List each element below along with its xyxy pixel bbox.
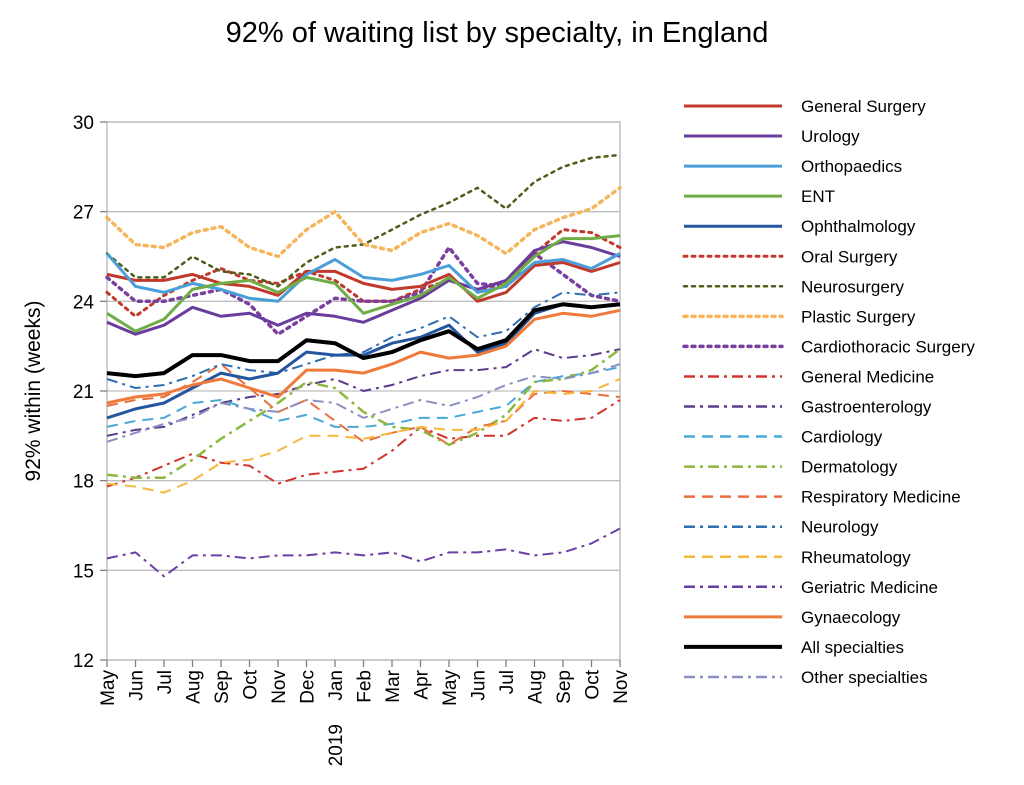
y-tick-label: 30	[73, 113, 94, 134]
x-tick-label: May	[440, 670, 461, 706]
legend-label: Dermatology	[801, 458, 898, 477]
series-line-geriatric-medicine	[106, 527, 621, 578]
series-line-gastroenterology	[106, 348, 621, 437]
y-axis: 12 15 18 21 24 27 30	[73, 113, 107, 672]
x-tick-label: Sep	[212, 670, 233, 704]
legend-label: General Medicine	[801, 367, 934, 386]
chart-title: 92% of waiting list by specialty, in Eng…	[226, 17, 769, 49]
legend-label: Rheumatology	[801, 548, 911, 567]
legend-label: ENT	[801, 187, 835, 206]
legend-label: Other specialties	[801, 668, 928, 687]
x-tick-label: Aug	[526, 670, 547, 704]
y-tick-label: 24	[73, 292, 95, 313]
series-line-plastic-surgery	[105, 186, 622, 259]
legend-label: Orthopaedics	[801, 157, 902, 176]
y-tick-label: 27	[73, 203, 94, 224]
x-tick-label: Jan	[326, 670, 347, 701]
series-line-respiratory-medicine	[106, 363, 621, 446]
series-line-other-specialties	[106, 363, 621, 443]
legend-label: Urology	[801, 127, 860, 146]
x-tick-label: Sep	[554, 670, 575, 704]
series-line-general-surgery	[106, 261, 621, 303]
legend-label: Geriatric Medicine	[801, 578, 938, 597]
x-tick-label: Nov	[611, 670, 632, 704]
legend-label: All specialties	[801, 638, 904, 657]
x-year-label: 2019	[326, 724, 347, 766]
legend-label: Plastic Surgery	[801, 307, 916, 326]
series-line-ent	[106, 234, 621, 333]
legend-label: Cardiology	[801, 428, 883, 447]
legend-label: Oral Surgery	[801, 247, 898, 266]
legend-label: Neurosurgery	[801, 277, 904, 296]
x-tick-label: Mar	[383, 669, 404, 702]
series-line-orthopaedics	[105, 252, 621, 303]
series-line-gynaecology	[106, 308, 621, 405]
legend-label: Respiratory Medicine	[801, 488, 961, 507]
x-tick-label: Nov	[269, 670, 290, 704]
series-line-cardiothoracic-surgery	[105, 245, 622, 336]
x-tick-label: Feb	[355, 670, 376, 703]
x-tick-label: Oct	[583, 669, 604, 699]
series-line-rheumatology	[106, 378, 621, 494]
x-tick-label: Apr	[412, 669, 433, 699]
y-tick-label: 12	[73, 651, 94, 672]
series-line-all-specialties	[106, 302, 621, 379]
y-axis-label: 92% within (weeks)	[22, 301, 45, 482]
series-lines	[105, 153, 622, 578]
legend-label: Gynaecology	[801, 608, 901, 627]
x-tick-label: Jul	[497, 670, 518, 694]
y-tick-label: 18	[73, 472, 94, 493]
series-line-ophthalmology	[106, 302, 621, 420]
legend: General Surgery Urology Orthopaedics ENT Oph…	[682, 97, 975, 687]
legend-label: Cardiothoracic Surgery	[801, 337, 975, 356]
series-line-general-medicine	[106, 399, 621, 488]
series-line-neurology	[106, 291, 621, 389]
x-tick-label: May	[98, 670, 119, 706]
x-tick-label: Dec	[298, 670, 319, 704]
legend-label: Neurology	[801, 518, 879, 537]
y-tick-label: 15	[73, 561, 94, 582]
legend-label: General Surgery	[801, 97, 926, 116]
x-tick-label: Oct	[241, 669, 262, 699]
legend-label: Gastroenterology	[801, 398, 932, 417]
x-axis: May Jun Jul Aug Sep Oct Nov Dec Jan Feb Mar Apr May J…	[98, 660, 632, 766]
legend-label: Ophthalmology	[801, 217, 916, 236]
series-line-urology	[106, 240, 621, 336]
x-tick-label: Jun	[469, 670, 490, 701]
x-tick-label: Jun	[127, 670, 148, 701]
x-tick-label: Aug	[184, 670, 205, 704]
x-tick-label: Jul	[155, 670, 176, 694]
y-tick-label: 21	[73, 382, 94, 403]
series-line-dermatology	[106, 348, 621, 479]
